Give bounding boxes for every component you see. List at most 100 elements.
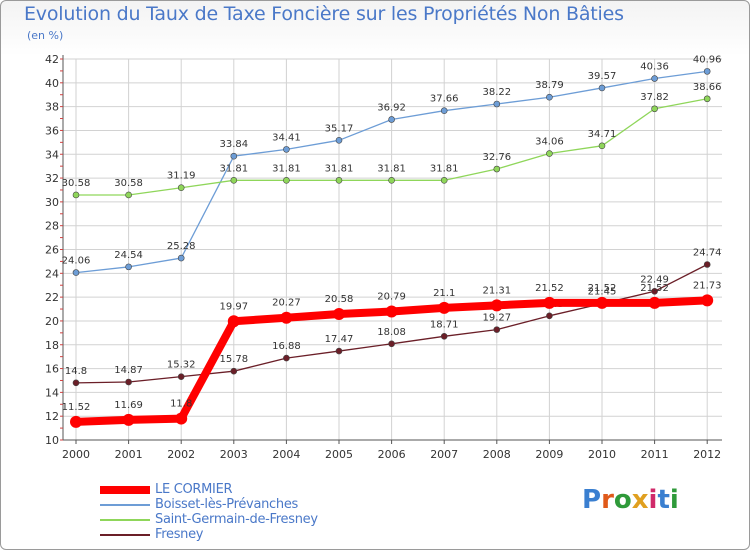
data-point: [230, 177, 238, 184]
data-point: [70, 415, 82, 428]
y-axis-unit-label: (en %): [27, 29, 64, 42]
data-label: 19.27: [482, 313, 511, 324]
data-point: [335, 137, 343, 144]
data-point: [438, 301, 451, 314]
data-label: 31.81: [219, 163, 248, 174]
data-label: 40.96: [693, 54, 722, 65]
data-point: [440, 107, 448, 114]
y-tick-label: 18: [45, 339, 59, 352]
x-tick-label: 2001: [115, 448, 143, 461]
logo-letter: P: [582, 485, 602, 515]
data-label: 20.58: [325, 294, 354, 305]
data-label: 16.88: [272, 341, 301, 352]
data-point: [651, 105, 658, 113]
data-point: [122, 413, 135, 426]
data-label: 31.81: [272, 163, 301, 174]
legend-label: Saint-Germain-de-Fresney: [155, 512, 318, 527]
data-point: [648, 296, 661, 309]
y-tick-label: 36: [45, 124, 59, 137]
data-point: [125, 263, 132, 271]
y-tick-label: 14: [45, 386, 59, 399]
data-point: [598, 84, 606, 92]
data-point: [388, 116, 395, 123]
data-point: [72, 269, 80, 276]
data-label: 30.58: [114, 178, 143, 189]
chart-title: Evolution du Taux de Taxe Foncière sur l…: [24, 3, 624, 25]
data-label: 38.66: [693, 82, 722, 93]
data-label: 21.52: [588, 283, 617, 294]
data-label: 14.8: [65, 366, 87, 377]
data-label: 36.92: [377, 102, 406, 113]
x-tick-label: 2005: [325, 448, 353, 461]
data-point: [596, 296, 608, 309]
y-tick-label: 10: [45, 434, 59, 447]
data-point: [388, 340, 395, 348]
legend-item: Saint-Germain-de-Fresney: [100, 512, 400, 527]
data-label: 25.28: [167, 241, 196, 252]
x-tick-label: 2009: [535, 448, 563, 461]
data-label: 21.73: [693, 280, 722, 291]
x-tick-label: 2008: [483, 448, 511, 461]
x-tick-label: 2004: [272, 448, 300, 461]
x-tick-label: 2003: [220, 448, 248, 461]
y-tick-label: 42: [45, 53, 59, 66]
data-point: [335, 347, 343, 355]
legend-item: Boisset-lès-Prévanches: [100, 497, 400, 512]
data-point: [546, 93, 553, 101]
data-label: 34.41: [272, 132, 301, 143]
data-label: 24.74: [693, 248, 722, 259]
data-label: 24.54: [114, 250, 143, 261]
data-point: [440, 177, 448, 184]
y-tick-label: 24: [45, 267, 59, 280]
data-point: [388, 177, 395, 184]
data-point: [490, 299, 503, 312]
data-label: 21.31: [482, 285, 511, 296]
data-point: [177, 184, 185, 192]
y-tick-label: 40: [45, 77, 59, 90]
data-point: [493, 326, 501, 333]
data-point: [175, 412, 188, 425]
legend-label: LE CORMIER: [155, 482, 233, 497]
data-point: [177, 373, 185, 380]
x-tick-label: 2012: [693, 448, 721, 461]
data-label: 31.19: [167, 171, 196, 182]
legend-label: Fresney: [155, 527, 204, 542]
data-point: [177, 254, 185, 262]
data-point: [283, 146, 290, 153]
logo-letter: r: [601, 485, 614, 515]
data-label: 37.82: [640, 92, 669, 103]
data-label: 20.27: [272, 298, 301, 309]
data-label: 17.47: [325, 334, 354, 345]
data-label: 31.81: [377, 163, 406, 174]
data-point: [703, 261, 711, 268]
y-tick-label: 30: [45, 196, 59, 209]
data-label: 34.06: [535, 137, 564, 148]
y-tick-label: 12: [45, 410, 59, 423]
data-point: [125, 378, 132, 386]
data-point: [493, 100, 501, 108]
logo-letter: t: [657, 485, 670, 515]
data-label: 21.52: [535, 283, 564, 294]
data-label: 33.84: [219, 139, 248, 150]
data-label: 20.79: [377, 292, 406, 303]
data-label: 39.57: [588, 71, 617, 82]
data-point: [703, 68, 711, 75]
y-tick-label: 26: [45, 244, 59, 257]
data-point: [335, 177, 343, 184]
y-tick-label: 22: [45, 291, 59, 304]
data-label: 31.81: [430, 163, 459, 174]
data-point: [651, 75, 658, 82]
logo-letter: o: [613, 485, 632, 515]
legend-item: Fresney: [100, 527, 400, 542]
data-point: [703, 95, 711, 103]
data-label: 40.36: [640, 62, 669, 73]
data-point: [230, 367, 238, 375]
legend-label: Boisset-lès-Prévanches: [155, 497, 299, 512]
data-label: 21.45: [588, 287, 617, 298]
legend-item: LE CORMIER: [100, 482, 400, 497]
data-label: 21.52: [640, 283, 669, 294]
data-label: 32.76: [482, 152, 511, 163]
legend-swatch: [100, 519, 150, 521]
data-label: 24.06: [62, 256, 91, 267]
data-point: [385, 305, 398, 318]
